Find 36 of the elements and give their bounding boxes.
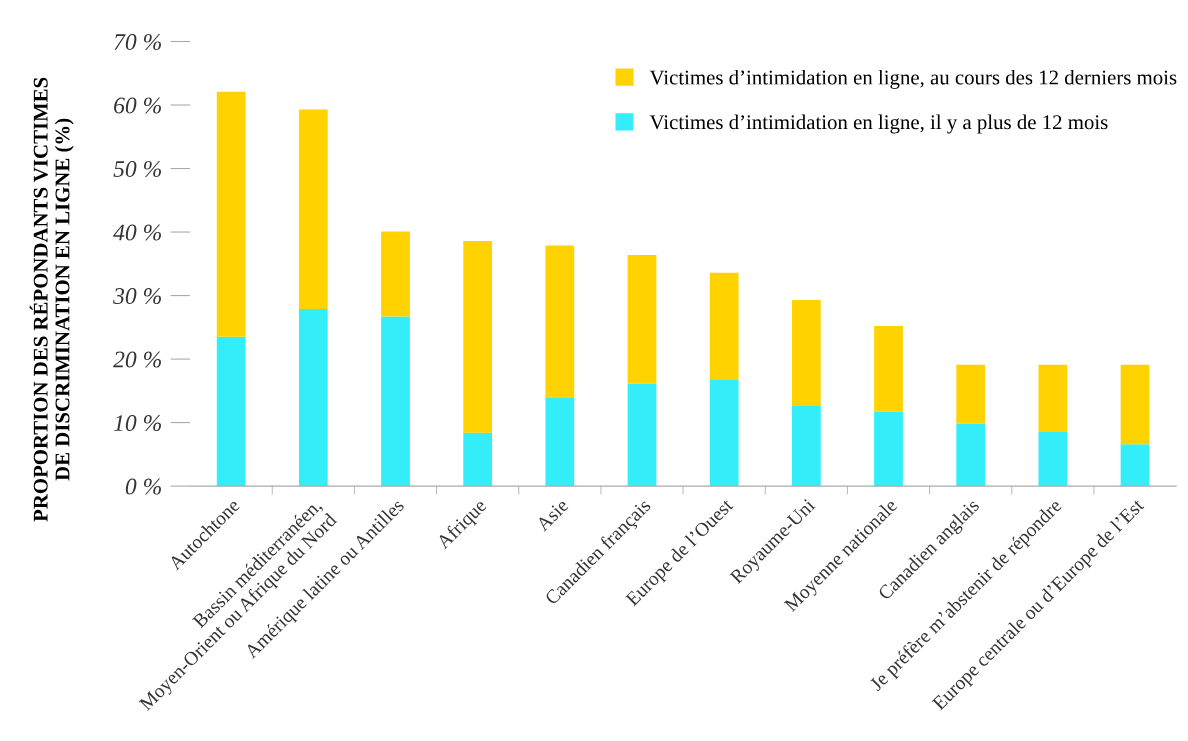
bar	[627, 383, 657, 487]
x-tick-label: Asie	[535, 498, 570, 532]
bar	[1038, 364, 1068, 433]
y-tick-label: 30 %	[113, 288, 161, 305]
bar	[956, 423, 986, 487]
bar	[791, 406, 821, 487]
bar	[463, 432, 493, 487]
bar	[545, 397, 575, 487]
y-tick-label: 70 %	[114, 33, 161, 50]
bar	[627, 254, 657, 384]
y-tick-label: 10 %	[113, 415, 161, 432]
legend-label: Victimes d’intimidation en ligne, il y a plus de 12 mois	[649, 114, 1108, 134]
y-tick-label: 40 %	[113, 224, 161, 241]
y-tick-label: 50 %	[113, 161, 161, 178]
bar	[709, 272, 739, 381]
bar	[956, 364, 986, 424]
y-axis-title: PROPORTION DES RÉPONDANTS VICTIMES DE DISCRIMINATION EN LIGNE (%)	[29, 77, 74, 522]
bar	[381, 316, 410, 487]
bar	[709, 380, 739, 487]
legend-label: Victimes d’intimidation en ligne, au cours des 12 derniers mois	[649, 69, 1177, 89]
bar	[463, 240, 493, 433]
bar	[298, 109, 328, 309]
bar	[791, 300, 821, 407]
y-tick-label: 0 %	[125, 478, 161, 495]
bar	[545, 245, 575, 398]
bar	[1120, 444, 1150, 487]
bar	[216, 336, 246, 487]
bar	[874, 411, 903, 487]
y-tick-label: 60 %	[114, 97, 161, 114]
bar	[874, 326, 903, 412]
bar	[298, 308, 328, 487]
bar	[1120, 364, 1150, 445]
bar	[381, 231, 410, 317]
bar	[1038, 432, 1068, 487]
bar	[216, 91, 246, 337]
y-tick-label: 20 %	[113, 351, 161, 368]
